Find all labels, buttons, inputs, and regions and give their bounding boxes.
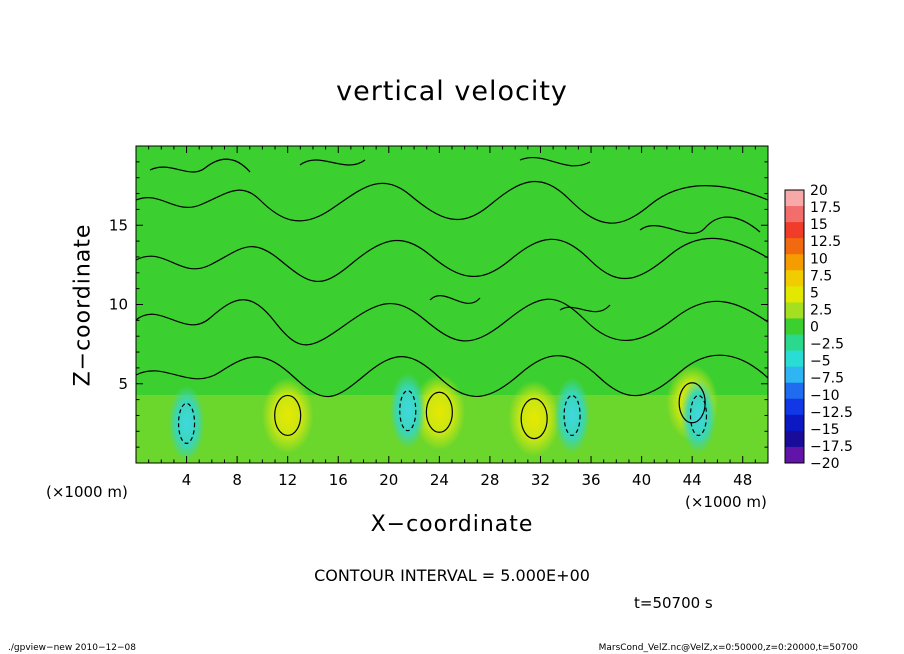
x-tick-label: 8: [232, 471, 242, 489]
downdraft-region: [389, 372, 426, 449]
colorbar-swatch: [785, 318, 804, 336]
x-axis-unit-left: (×1000 m): [46, 483, 128, 501]
x-axis-label: X−coordinate: [370, 512, 534, 537]
colorbar-label: −5: [810, 354, 831, 370]
colorbar-label: 20: [810, 183, 828, 199]
colorbar-swatch: [785, 382, 804, 400]
x-tick-label: 48: [733, 471, 752, 489]
updraft-region: [508, 380, 561, 457]
x-tick-label: 28: [480, 471, 499, 489]
downdraft-contour: [177, 402, 196, 444]
x-tick-label: 4: [182, 471, 192, 489]
colorbar-swatch: [785, 286, 804, 303]
y-axis-label: Z−coordinate: [70, 223, 96, 387]
updraft-contour: [425, 391, 453, 433]
colorbar-label: −17.5: [810, 439, 853, 455]
y-tick-label: 10: [109, 296, 128, 314]
colorbar-label: −7.5: [810, 371, 844, 387]
x-tick-label: 16: [329, 471, 348, 489]
downdraft-contour: [689, 394, 708, 437]
colorbar-label: 2.5: [810, 302, 832, 318]
x-tick-label: 24: [430, 471, 449, 489]
contour-interval-text: CONTOUR INTERVAL = 5.000E+00: [314, 566, 590, 585]
colorbar-swatch: [785, 302, 804, 319]
colorbar-frame: [784, 189, 805, 464]
colorbar-label: 0: [810, 320, 819, 336]
colorbar-label: 17.5: [810, 200, 841, 216]
updraft-contour: [520, 398, 548, 440]
updraft-region: [413, 374, 466, 451]
colorbar-label: 5: [810, 285, 819, 301]
colorbar-swatch: [785, 206, 804, 223]
x-tick-label: 12: [278, 471, 297, 489]
x-tick-label: 44: [683, 471, 702, 489]
x-axis-unit-right: (×1000 m): [685, 493, 767, 511]
colorbar-swatch: [785, 446, 804, 464]
downdraft-region: [554, 377, 591, 454]
colorbar-label: 15: [810, 217, 828, 233]
colorbar-swatch: [785, 238, 804, 255]
chart-title: vertical velocity: [336, 76, 568, 107]
downdraft-contour: [399, 390, 417, 432]
y-tick-label: 5: [118, 375, 128, 393]
colorbar-label: −20: [810, 456, 840, 472]
time-label: t=50700 s: [634, 594, 713, 612]
x-tick-label: 20: [379, 471, 398, 489]
updraft-contour: [274, 394, 302, 437]
colorbar-label: −2.5: [810, 337, 844, 353]
colorbar-swatch: [785, 350, 804, 368]
downdraft-region: [680, 377, 717, 454]
colorbar-swatch: [785, 398, 804, 416]
x-tick-label: 36: [581, 471, 600, 489]
colorbar-swatch: [785, 190, 804, 207]
colorbar-label: 7.5: [810, 268, 832, 284]
footer-data-source: MarsCond_VelZ.nc@VelZ,x=0:50000,z=0:2000…: [598, 643, 858, 653]
downdraft-contour: [563, 394, 581, 437]
colorbar-swatch: [785, 254, 804, 271]
footer-program-date: ./gpview−new 2010−12−08: [8, 643, 136, 653]
colorbar-label: 10: [810, 251, 828, 267]
updraft-region: [261, 377, 314, 454]
x-tick-label: 32: [531, 471, 550, 489]
colorbar-swatch: [785, 270, 804, 287]
colorbar-swatch: [785, 222, 804, 239]
colorbar-swatch: [785, 430, 804, 448]
colorbar-label: −12.5: [810, 405, 853, 421]
y-tick-label: 15: [109, 216, 128, 234]
colorbar-label: 12.5: [810, 234, 841, 250]
colorbar-label: −15: [810, 422, 840, 438]
colorbar-swatch: [785, 414, 804, 432]
downdraft-region: [168, 385, 205, 462]
x-tick-label: 40: [632, 471, 651, 489]
colorbar-swatch: [785, 334, 804, 352]
colorbar-swatch: [785, 366, 804, 384]
colorbar-label: −10: [810, 388, 840, 404]
